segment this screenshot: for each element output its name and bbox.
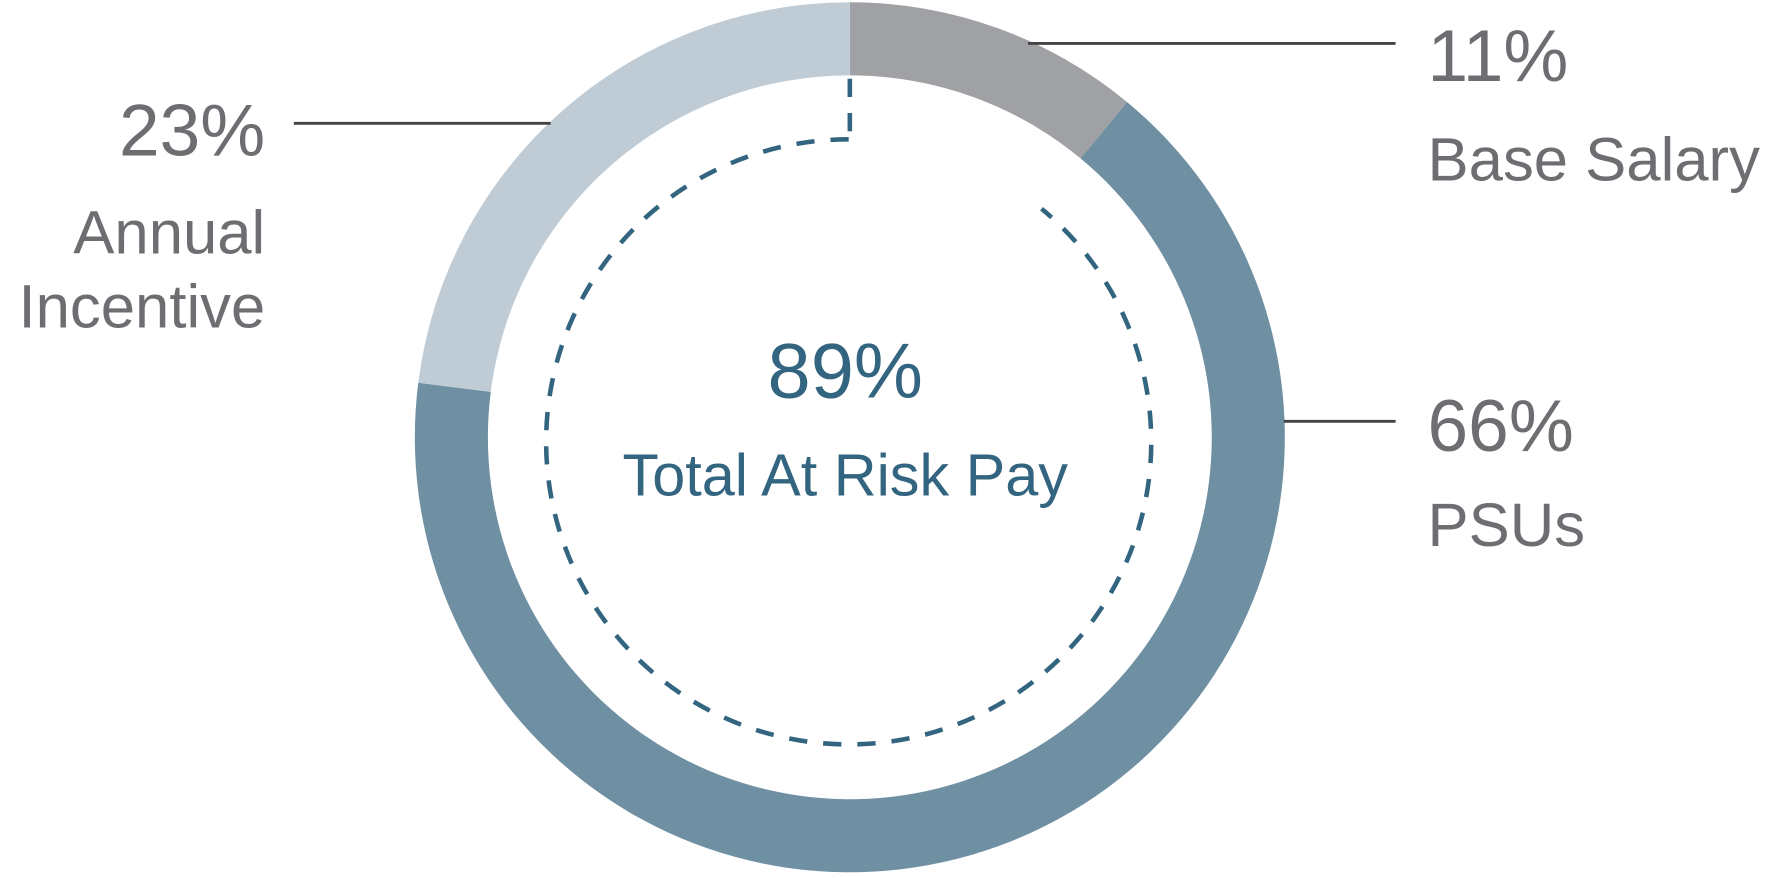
slice-psus (414, 102, 1285, 873)
annual-incentive-label-2: Incentive (19, 273, 266, 342)
psus-pct: 66% (1428, 386, 1574, 467)
annual-incentive-pct: 23% (119, 90, 265, 171)
center-label: Total At Risk Pay (623, 442, 1069, 509)
annual-incentive-label-1: Annual (73, 198, 265, 267)
center-value: 89% (768, 328, 923, 414)
slice-base-salary (849, 2, 1128, 159)
slice-annual-incentive (418, 2, 850, 392)
at-risk-dashed-arc (543, 137, 1154, 747)
base-salary-label: Base Salary (1428, 125, 1761, 194)
base-salary-pct: 11% (1428, 16, 1569, 97)
psus-label: PSUs (1428, 491, 1586, 560)
